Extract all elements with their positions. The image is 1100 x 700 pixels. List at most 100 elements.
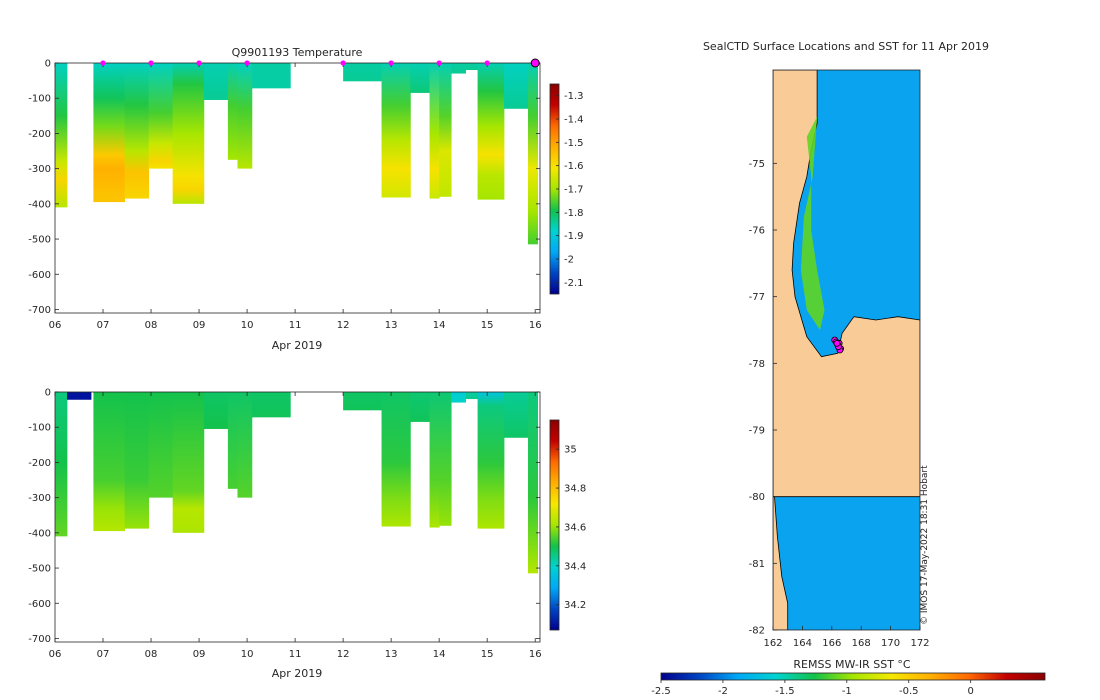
temperature-colorbar: -1.3 -1.4 -1.5 -1.6 -1.7 -1.8 -1.9 -2 -2.1 bbox=[549, 83, 584, 295]
sst-colorbar-frame bbox=[660, 672, 1046, 681]
x-tick-label: 12 bbox=[337, 649, 350, 660]
y-tick-label: -400 bbox=[28, 528, 51, 539]
bot-profile bbox=[410, 392, 430, 422]
map-area bbox=[773, 70, 920, 630]
y-tick-label: -300 bbox=[28, 493, 51, 504]
top-profile bbox=[381, 63, 411, 198]
top-profile bbox=[451, 63, 466, 74]
y-tick-label: -300 bbox=[28, 164, 51, 175]
top-profile bbox=[465, 63, 478, 71]
bot-profile bbox=[67, 392, 92, 400]
y-tick-label: 0 bbox=[45, 59, 51, 70]
x-tick-label: 15 bbox=[481, 649, 494, 660]
bot-colorbar-gradient bbox=[550, 420, 559, 630]
x-tick-label: 14 bbox=[433, 649, 446, 660]
land-coastal-strip bbox=[773, 496, 789, 630]
colorbar-tick-label: 34.6 bbox=[564, 522, 586, 533]
colorbar-tick-label: 34.8 bbox=[564, 484, 586, 495]
salinity-y-ticks: 0 -100 -200 -300 -400 -500 -600 -700 bbox=[28, 388, 540, 645]
colorbar-tick-label: -1.4 bbox=[564, 115, 584, 126]
colorbar-tick-label: 35 bbox=[564, 445, 577, 456]
map-x-tick-label: 164 bbox=[793, 638, 812, 649]
bot-profile bbox=[227, 392, 238, 489]
y-tick-label: -600 bbox=[28, 270, 51, 281]
y-tick-label: -100 bbox=[28, 94, 51, 105]
top-colorbar-gradient bbox=[550, 84, 559, 294]
colorbar-tick-label: 34.2 bbox=[564, 600, 586, 611]
surfacing-marker bbox=[148, 60, 154, 66]
salinity-xlabel: Apr 2019 bbox=[272, 667, 323, 680]
bot-profile bbox=[503, 392, 529, 438]
x-tick-label: 08 bbox=[145, 320, 158, 331]
y-tick-label: -700 bbox=[28, 305, 51, 316]
sst-colorbar-tick-label: 0 bbox=[967, 686, 973, 697]
surfacing-marker bbox=[100, 60, 106, 66]
top-profile bbox=[410, 63, 430, 93]
top-profile bbox=[237, 63, 253, 169]
temperature-axes-box bbox=[54, 62, 541, 314]
salinity-axes-box bbox=[54, 391, 541, 643]
top-profile bbox=[527, 63, 538, 245]
top-profile bbox=[93, 63, 126, 203]
map-x-tick-label: 166 bbox=[822, 638, 841, 649]
salinity-section-panel: 06 07 08 09 10 11 12 13 14 15 16 0 -100 -200 -300 -400… bbox=[28, 388, 586, 681]
x-tick-label: 11 bbox=[289, 320, 302, 331]
sst-colorbar: -2.5 -2 -1.5 -1 -0.5 0 bbox=[651, 672, 1046, 697]
x-tick-label: 13 bbox=[385, 320, 398, 331]
surfacing-marker bbox=[484, 60, 490, 66]
bot-profile bbox=[237, 392, 253, 498]
colorbar-tick-label: -2 bbox=[564, 255, 574, 266]
bot-profile bbox=[55, 392, 68, 537]
temperature-y-ticks: 0 -100 -200 -300 -400 -500 -600 -700 bbox=[28, 59, 540, 316]
top-profile bbox=[172, 63, 205, 204]
temperature-title: Q9901193 Temperature bbox=[232, 46, 363, 59]
surfacing-marker bbox=[530, 58, 540, 68]
bot-profile bbox=[124, 392, 150, 529]
x-tick-label: 16 bbox=[529, 320, 542, 331]
x-tick-label: 09 bbox=[193, 320, 206, 331]
top-profile bbox=[124, 63, 150, 199]
top-profile bbox=[251, 63, 291, 89]
x-tick-label: 07 bbox=[97, 320, 110, 331]
colorbar-tick-label: -1.9 bbox=[564, 231, 584, 242]
y-tick-label: -700 bbox=[28, 634, 51, 645]
surfacing-marker bbox=[388, 60, 394, 66]
map-y-tick-label: -80 bbox=[749, 492, 765, 503]
map-y-tick-label: -78 bbox=[749, 359, 765, 370]
coastal-green-band bbox=[800, 116, 825, 330]
y-tick-label: -200 bbox=[28, 458, 51, 469]
x-tick-label: 07 bbox=[97, 649, 110, 660]
top-profile bbox=[55, 63, 68, 208]
bot-profile bbox=[527, 392, 538, 574]
y-tick-label: -600 bbox=[28, 599, 51, 610]
map-y-tick-label: -75 bbox=[749, 159, 765, 170]
colorbar-tick-label: -1.7 bbox=[564, 185, 584, 196]
colorbar-tick-label: -1.5 bbox=[564, 138, 584, 149]
top-profile bbox=[503, 63, 529, 109]
map-x-tick-label: 172 bbox=[910, 638, 929, 649]
top-profile bbox=[203, 63, 229, 100]
colorbar-tick-label: 34.4 bbox=[564, 561, 586, 572]
x-tick-label: 10 bbox=[241, 320, 254, 331]
sst-colorbar-tick-label: -1.5 bbox=[775, 686, 795, 697]
y-tick-label: 0 bbox=[45, 388, 51, 399]
salinity-colorbar: 35 34.8 34.6 34.4 34.2 bbox=[549, 419, 586, 631]
sst-colorbar-tick-label: -2 bbox=[718, 686, 728, 697]
x-tick-label: 11 bbox=[289, 649, 302, 660]
colorbar-tick-label: -1.6 bbox=[564, 161, 584, 172]
bot-profile bbox=[439, 392, 452, 526]
bot-profile bbox=[203, 392, 229, 429]
bot-profile bbox=[148, 392, 174, 498]
map-axes-box bbox=[772, 69, 921, 631]
bot-profile bbox=[172, 392, 205, 533]
sst-map-panel: SealCTD Surface Locations and SST for 11… bbox=[651, 40, 1046, 697]
salinity-profiles bbox=[55, 392, 538, 574]
map-x-tick-label: 170 bbox=[881, 638, 900, 649]
top-profile bbox=[148, 63, 174, 169]
bot-profile bbox=[477, 392, 505, 529]
x-tick-label: 12 bbox=[337, 320, 350, 331]
temperature-section-panel: 06 07 08 09 10 11 12 13 14 15 16 0 -100 -200 -300 -400… bbox=[28, 46, 583, 352]
bot-profile bbox=[465, 392, 478, 400]
surfacing-marker bbox=[436, 60, 442, 66]
coastal-sst-band bbox=[800, 116, 825, 330]
